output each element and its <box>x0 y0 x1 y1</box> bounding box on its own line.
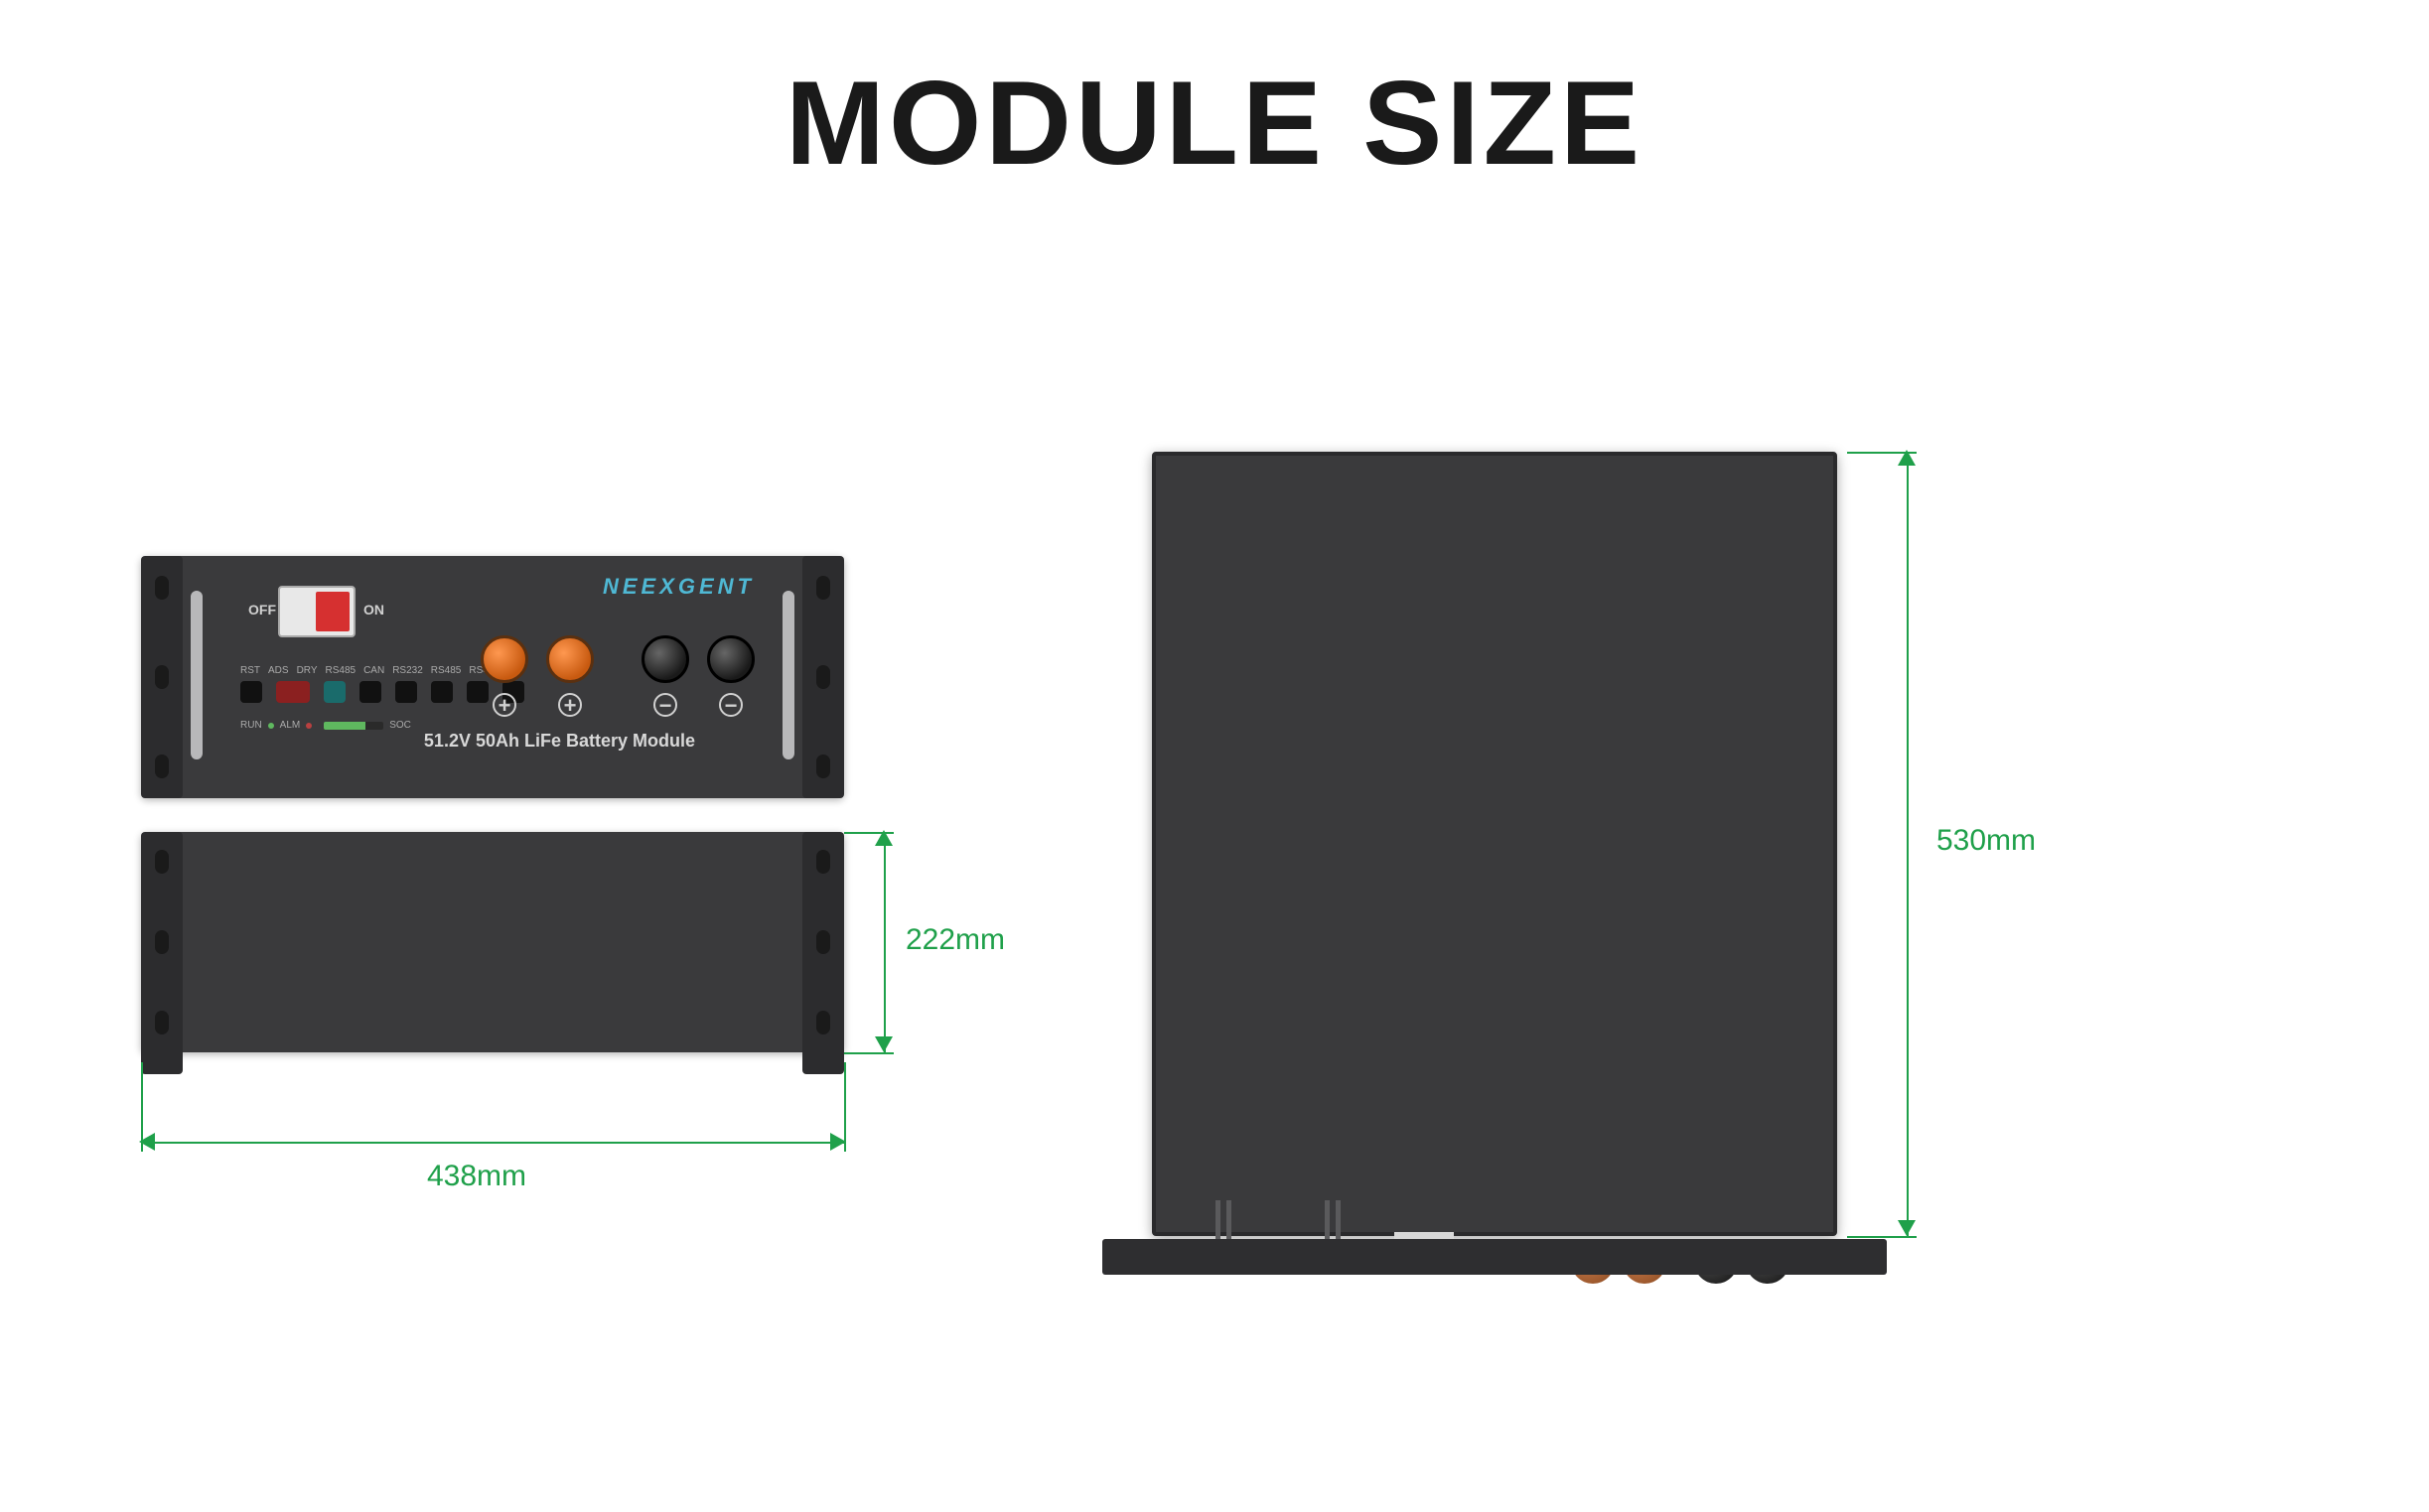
power-switch <box>278 586 356 637</box>
rs232-port <box>431 681 453 703</box>
soc-label: SOC <box>389 720 411 731</box>
dim-ext-line <box>844 1052 894 1054</box>
minus-sign: − <box>707 693 755 719</box>
power-connector-row <box>481 635 755 683</box>
mount-hole <box>816 850 830 874</box>
mount-hole <box>816 930 830 954</box>
negative-terminal-icon <box>707 635 755 683</box>
port-labels: RST ADS DRY RS485 CAN RS232 RS485 RS485 <box>240 665 500 676</box>
plus-sign: + <box>481 693 528 719</box>
battery-front-panel: NEEXGENT OFF ON RST ADS DRY RS485 CAN RS… <box>141 556 844 798</box>
front-edge-strip <box>1102 1239 1887 1275</box>
module-spec-text: 51.2V 50Ah LiFe Battery Module <box>424 731 695 752</box>
plus-icon: + <box>493 693 516 717</box>
port-label: RS485 <box>326 665 357 676</box>
run-led-icon <box>268 723 274 729</box>
rst-port <box>240 681 262 703</box>
battery-top-view <box>1152 452 1837 1236</box>
brand-logo: NEEXGENT <box>603 574 755 600</box>
dim-height-label: 222mm <box>906 923 1005 957</box>
positive-terminal-icon <box>481 635 528 683</box>
dim-ext-line <box>844 832 894 834</box>
mount-hole <box>816 576 830 600</box>
page-title: MODULE SIZE <box>0 55 2429 192</box>
dim-ext-line <box>844 1062 846 1152</box>
mount-hole <box>155 576 169 600</box>
alm-label: ALM <box>280 720 301 731</box>
battery-side-panel <box>141 832 844 1052</box>
port-label: RST <box>240 665 260 676</box>
handle-left <box>191 591 203 759</box>
mount-hole <box>816 665 830 689</box>
port-label: CAN <box>363 665 384 676</box>
rack-ear-right <box>802 832 844 1074</box>
dim-depth-label: 530mm <box>1936 824 2036 858</box>
dim-ext-line <box>1847 1236 1917 1238</box>
mount-hole <box>155 850 169 874</box>
arrow-down-icon <box>1898 1220 1916 1236</box>
rack-ear-right <box>802 556 844 798</box>
plus-sign: + <box>546 693 594 719</box>
mount-hole <box>155 1011 169 1034</box>
plus-icon: + <box>558 693 582 717</box>
can-port <box>395 681 417 703</box>
switch-on-label: ON <box>363 602 384 618</box>
polarity-sign-row: + + − − <box>481 693 755 719</box>
mount-hole <box>155 755 169 778</box>
dry-port <box>324 681 346 703</box>
minus-icon: − <box>653 693 677 717</box>
switch-off-label: OFF <box>248 602 276 618</box>
handle-right <box>783 591 794 759</box>
negative-terminal-icon <box>642 635 689 683</box>
dim-ext-line <box>141 1062 143 1152</box>
mount-hole <box>155 930 169 954</box>
port-label: DRY <box>297 665 318 676</box>
dim-ext-line <box>1847 452 1917 454</box>
port-label: RS485 <box>431 665 462 676</box>
dim-line-width <box>141 1142 844 1144</box>
spacer <box>612 693 624 719</box>
port-label: ADS <box>268 665 289 676</box>
dim-line-height <box>884 832 886 1052</box>
dim-line-depth <box>1907 452 1909 1236</box>
run-label: RUN <box>240 720 262 731</box>
rs485-port <box>359 681 381 703</box>
ads-dip <box>276 681 310 703</box>
positive-terminal-icon <box>546 635 594 683</box>
arrow-down-icon <box>875 1036 893 1052</box>
mount-hole <box>816 1011 830 1034</box>
rack-ear-left <box>141 832 183 1074</box>
rack-ear-left <box>141 556 183 798</box>
soc-bar-icon <box>324 722 383 730</box>
status-leds: RUN ALM SOC <box>240 720 411 731</box>
alm-led-icon <box>306 723 312 729</box>
minus-icon: − <box>719 693 743 717</box>
port-label: RS232 <box>392 665 423 676</box>
dim-width-label: 438mm <box>427 1160 526 1193</box>
mount-hole <box>816 755 830 778</box>
mount-hole <box>155 665 169 689</box>
minus-sign: − <box>642 693 689 719</box>
switch-toggle <box>316 592 350 631</box>
